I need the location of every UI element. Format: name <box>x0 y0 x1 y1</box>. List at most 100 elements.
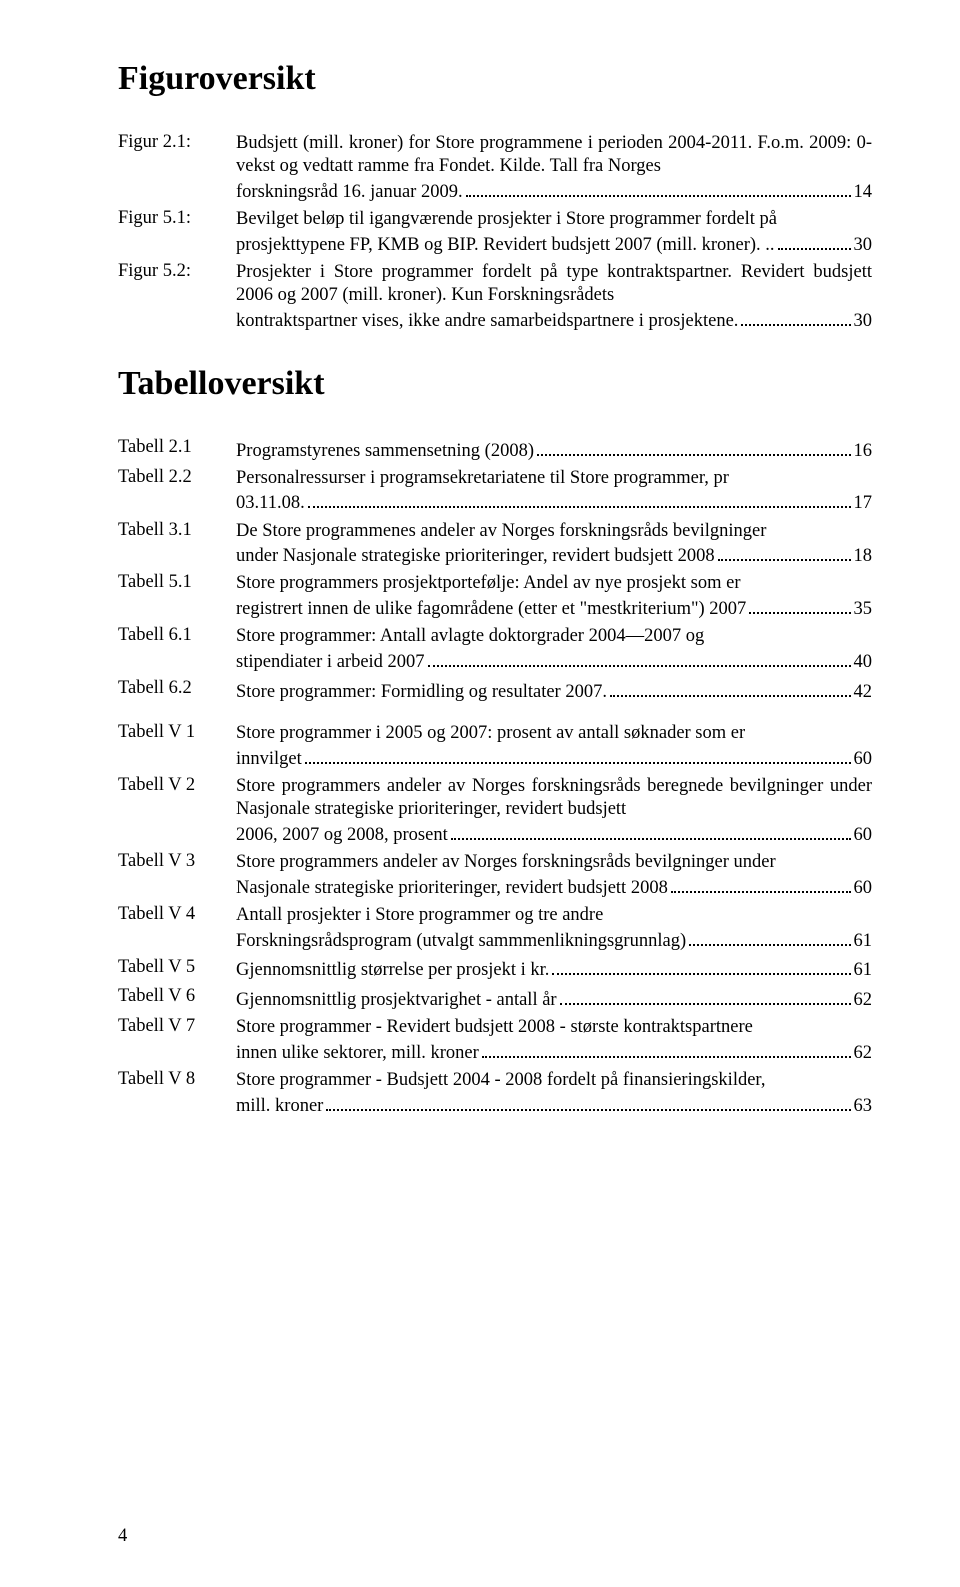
toc-entry-lastline: innvilget 60 <box>236 745 872 771</box>
toc-leader-dots <box>451 821 851 840</box>
toc-entry-desc-tail: forskningsråd 16. januar 2009. <box>236 181 463 204</box>
table-list-a: Tabell 2.1Programstyrenes sammensetning … <box>118 437 872 704</box>
toc-entry-body: Bevilget beløp til igangværende prosjekt… <box>236 208 872 257</box>
toc-entry-page: 14 <box>854 181 873 204</box>
table-list-b: Tabell V 1Store programmer i 2005 og 200… <box>118 722 872 1118</box>
heading-tabelloversikt: Tabelloversikt <box>118 365 872 403</box>
toc-entry-desc: Store programmer i 2005 og 2007: prosent… <box>236 722 872 745</box>
toc-leader-dots <box>560 986 851 1005</box>
toc-entry-desc-tail: Forskningsrådsprogram (utvalgt sammmenli… <box>236 930 686 953</box>
toc-entry-desc-tail: mill. kroner <box>236 1095 323 1118</box>
toc-entry-desc: Store programmer - Budsjett 2004 - 2008 … <box>236 1069 872 1092</box>
toc-entry-lastline: Gjennomsnittlig størrelse per prosjekt i… <box>236 957 872 983</box>
toc-entry-desc-tail: innen ulike sektorer, mill. kroner <box>236 1042 479 1065</box>
toc-entry-desc-tail: Store programmer: Formidling og resultat… <box>236 681 607 704</box>
toc-entry-lastline: Store programmer: Formidling og resultat… <box>236 678 872 704</box>
toc-entry-label: Figur 5.1: <box>118 208 236 257</box>
toc-entry-page: 42 <box>854 681 873 704</box>
toc-entry: Figur 5.1:Bevilget beløp til igangværend… <box>118 208 872 257</box>
toc-entry-page: 18 <box>854 545 873 568</box>
toc-entry-desc: Personalressurser i programsekretariaten… <box>236 467 872 490</box>
page: Figuroversikt Figur 2.1:Budsjett (mill. … <box>0 0 960 1587</box>
toc-entry: Tabell V 6Gjennomsnittlig prosjektvarigh… <box>118 986 872 1012</box>
section-gap <box>118 337 872 365</box>
toc-entry-desc-tail: prosjekttypene FP, KMB og BIP. Revidert … <box>236 234 775 257</box>
toc-entry-body: Prosjekter i Store programmer fordelt på… <box>236 261 872 333</box>
toc-entry-label: Tabell 6.2 <box>118 678 236 704</box>
toc-entry-body: Store programmer - Budsjett 2004 - 2008 … <box>236 1069 872 1118</box>
toc-entry-label: Tabell 3.1 <box>118 520 236 569</box>
toc-entry-desc-tail: Nasjonale strategiske prioriteringer, re… <box>236 877 668 900</box>
toc-entry-page: 61 <box>854 959 873 982</box>
toc-entry-lastline: Gjennomsnittlig prosjektvarighet - antal… <box>236 986 872 1012</box>
toc-entry-lastline: innen ulike sektorer, mill. kroner 62 <box>236 1039 872 1065</box>
toc-entry-page: 60 <box>854 824 873 847</box>
toc-entry-page: 63 <box>854 1095 873 1118</box>
toc-entry-body: Store programmer: Antall avlagte doktorg… <box>236 625 872 674</box>
toc-leader-dots <box>537 437 851 456</box>
toc-entry-desc: Prosjekter i Store programmer fordelt på… <box>236 261 872 307</box>
toc-entry: Tabell 2.2Personalressurser i programsek… <box>118 467 872 516</box>
toc-entry-lastline: under Nasjonale strategiske prioritering… <box>236 543 872 569</box>
toc-entry-desc: Store programmers andeler av Norges fors… <box>236 851 872 874</box>
toc-entry-body: Store programmers andeler av Norges fors… <box>236 851 872 900</box>
toc-entry-label: Tabell 2.1 <box>118 437 236 463</box>
toc-entry-body: Gjennomsnittlig prosjektvarighet - antal… <box>236 986 872 1012</box>
toc-entry-label: Tabell V 3 <box>118 851 236 900</box>
toc-entry-lastline: 2006, 2007 og 2008, prosent60 <box>236 821 872 847</box>
toc-entry-desc-tail: innvilget <box>236 748 302 771</box>
toc-entry-body: Programstyrenes sammensetning (2008)16 <box>236 437 872 463</box>
toc-entry-lastline: kontraktspartner vises, ikke andre samar… <box>236 307 872 333</box>
toc-entry-lastline: registrert innen de ulike fagområdene (e… <box>236 596 872 622</box>
toc-entry-body: Store programmers prosjektportefølje: An… <box>236 572 872 621</box>
toc-entry-desc-tail: Gjennomsnittlig prosjektvarighet - antal… <box>236 989 557 1012</box>
toc-entry-label: Tabell 2.2 <box>118 467 236 516</box>
toc-entry-label: Tabell V 5 <box>118 957 236 983</box>
toc-leader-dots <box>326 1092 850 1111</box>
toc-entry-desc-tail: Programstyrenes sammensetning (2008) <box>236 440 534 463</box>
toc-leader-dots <box>552 957 850 976</box>
toc-entry-page: 30 <box>854 310 873 333</box>
toc-entry-page: 40 <box>854 651 873 674</box>
toc-entry: Tabell 3.1De Store programmenes andeler … <box>118 520 872 569</box>
toc-entry-page: 60 <box>854 877 873 900</box>
toc-entry: Tabell V 3Store programmers andeler av N… <box>118 851 872 900</box>
toc-entry: Tabell V 7Store programmer - Revidert bu… <box>118 1016 872 1065</box>
toc-entry-page: 60 <box>854 748 873 771</box>
toc-entry: Figur 2.1:Budsjett (mill. kroner) for St… <box>118 132 872 204</box>
toc-entry-desc: Store programmer: Antall avlagte doktorg… <box>236 625 872 648</box>
toc-entry-body: De Store programmenes andeler av Norges … <box>236 520 872 569</box>
toc-entry-desc: De Store programmenes andeler av Norges … <box>236 520 872 543</box>
toc-entry-desc-tail: 03.11.08. <box>236 492 305 515</box>
toc-entry: Tabell 6.1Store programmer: Antall avlag… <box>118 625 872 674</box>
toc-entry-body: Store programmer: Formidling og resultat… <box>236 678 872 704</box>
toc-entry-desc: Store programmer - Revidert budsjett 200… <box>236 1016 872 1039</box>
toc-entry-label: Figur 5.2: <box>118 261 236 333</box>
toc-entry: Tabell V 5Gjennomsnittlig størrelse per … <box>118 957 872 983</box>
figure-list: Figur 2.1:Budsjett (mill. kroner) for St… <box>118 132 872 333</box>
toc-entry-lastline: Forskningsrådsprogram (utvalgt sammmenli… <box>236 927 872 953</box>
toc-leader-dots <box>689 927 850 946</box>
toc-entry: Figur 5.2:Prosjekter i Store programmer … <box>118 261 872 333</box>
toc-leader-dots <box>671 874 851 893</box>
toc-entry-page: 62 <box>854 989 873 1012</box>
toc-entry-lastline: Nasjonale strategiske prioriteringer, re… <box>236 874 872 900</box>
toc-entry-label: Tabell V 8 <box>118 1069 236 1118</box>
toc-entry-label: Tabell V 1 <box>118 722 236 771</box>
toc-entry: Tabell 6.2Store programmer: Formidling o… <box>118 678 872 704</box>
toc-entry-page: 35 <box>854 598 873 621</box>
toc-entry-body: Antall prosjekter i Store programmer og … <box>236 904 872 953</box>
toc-leader-dots <box>482 1039 851 1058</box>
toc-entry-body: Store programmers andeler av Norges fors… <box>236 775 872 847</box>
toc-entry-label: Tabell V 2 <box>118 775 236 847</box>
heading-figuroversikt: Figuroversikt <box>118 60 872 98</box>
toc-entry-page: 62 <box>854 1042 873 1065</box>
toc-entry-page: 17 <box>854 492 873 515</box>
toc-entry-desc-tail: Gjennomsnittlig størrelse per prosjekt i… <box>236 959 549 982</box>
toc-entry-label: Tabell V 4 <box>118 904 236 953</box>
toc-entry-label: Tabell 6.1 <box>118 625 236 674</box>
toc-leader-dots <box>466 178 851 197</box>
toc-entry-desc-tail: stipendiater i arbeid 2007 <box>236 651 425 674</box>
toc-entry-body: Budsjett (mill. kroner) for Store progra… <box>236 132 872 204</box>
toc-entry: Tabell V 8Store programmer - Budsjett 20… <box>118 1069 872 1118</box>
